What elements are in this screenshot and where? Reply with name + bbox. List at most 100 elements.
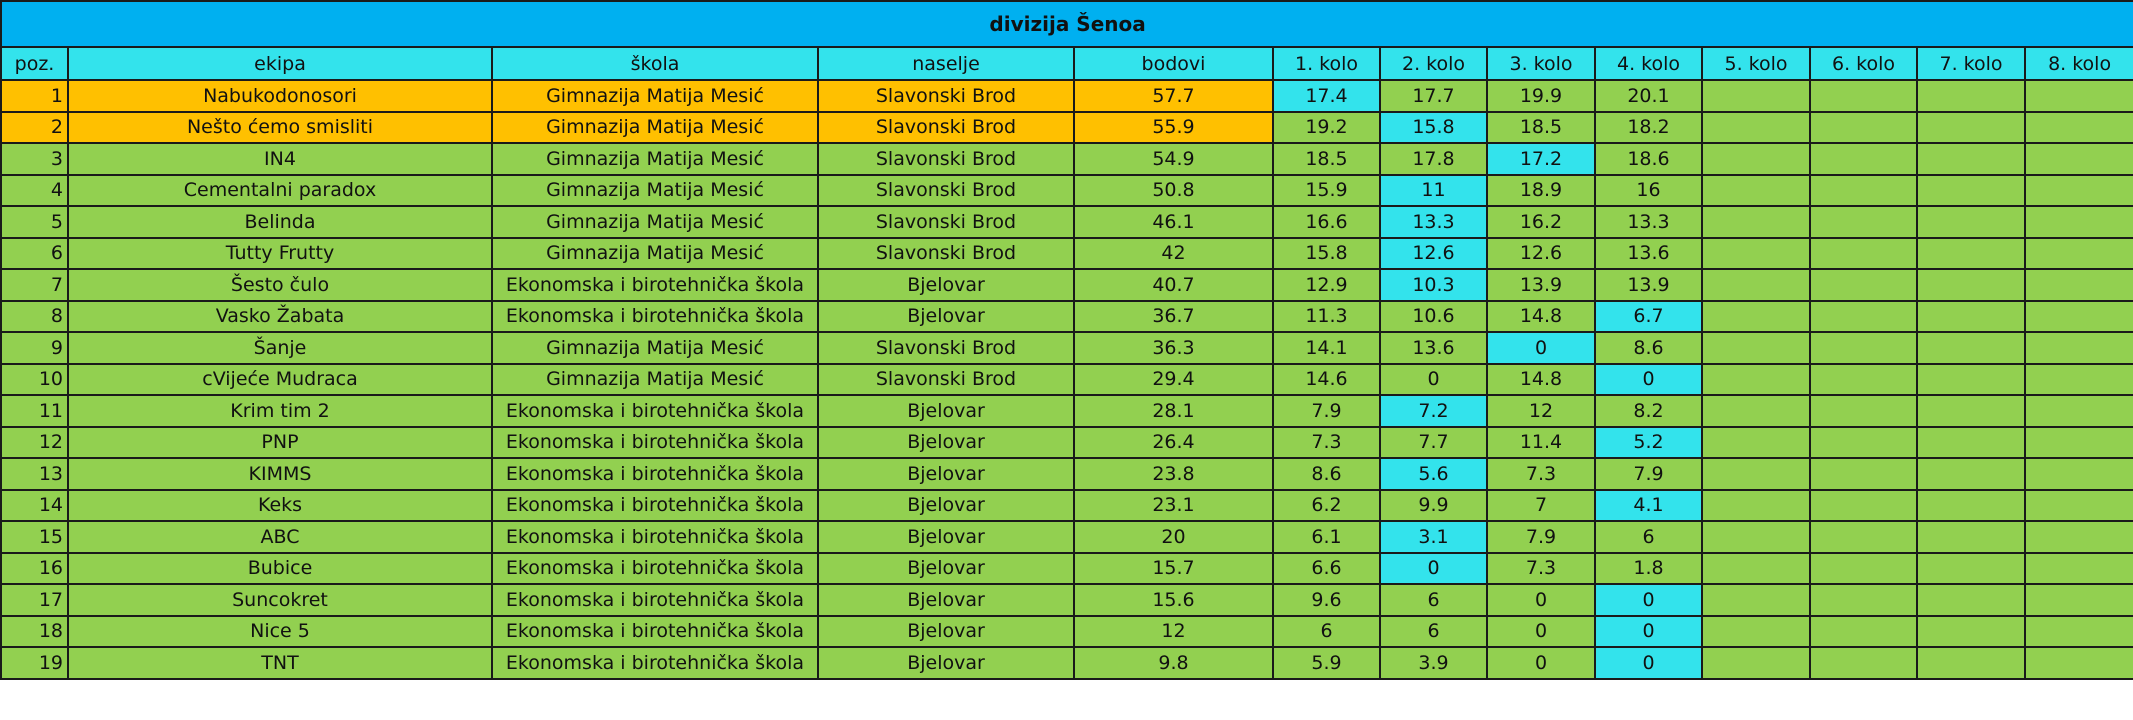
cell-kolo-2[interactable]: 6 (1379, 583, 1488, 617)
cell-kolo-7[interactable] (1916, 173, 2026, 207)
cell-naselje[interactable]: Bjelovar (817, 268, 1075, 302)
cell-kolo-8[interactable] (2023, 299, 2133, 333)
column-header-naselje[interactable]: naselje (817, 46, 1075, 81)
column-header-kolo-5[interactable]: 5. kolo (1701, 46, 1811, 81)
cell-kolo-8[interactable] (2023, 268, 2133, 302)
cell-kolo-6[interactable] (1809, 394, 1918, 428)
cell-kolo-6[interactable] (1809, 614, 1918, 648)
cell-kolo-4[interactable]: 18.6 (1594, 142, 1703, 176)
cell-kolo-4[interactable]: 6.7 (1594, 299, 1703, 333)
column-header-kolo-8[interactable]: 8. kolo (2023, 46, 2133, 81)
cell-kolo-5[interactable] (1701, 79, 1811, 113)
cell-kolo-1[interactable]: 6.1 (1272, 520, 1381, 554)
cell-naselje[interactable]: Bjelovar (817, 583, 1075, 617)
cell-kolo-8[interactable] (2023, 614, 2133, 648)
cell-kolo-7[interactable] (1916, 331, 2026, 365)
cell-kolo-1[interactable]: 11.3 (1272, 299, 1381, 333)
cell-kolo-6[interactable] (1809, 583, 1918, 617)
cell-kolo-6[interactable] (1809, 551, 1918, 585)
cell-kolo-2[interactable]: 13.6 (1379, 331, 1488, 365)
cell-skola[interactable]: Ekonomska i birotehnička škola (491, 425, 819, 459)
cell-poz[interactable]: 11 (0, 394, 69, 428)
cell-naselje[interactable]: Bjelovar (817, 646, 1075, 680)
cell-kolo-3[interactable]: 11.4 (1486, 425, 1596, 459)
cell-kolo-7[interactable] (1916, 362, 2026, 396)
cell-kolo-2[interactable]: 7.2 (1379, 394, 1488, 428)
cell-kolo-7[interactable] (1916, 205, 2026, 239)
cell-ekipa[interactable]: Suncokret (67, 583, 493, 617)
cell-kolo-5[interactable] (1701, 236, 1811, 270)
cell-kolo-4[interactable]: 13.3 (1594, 205, 1703, 239)
cell-kolo-3[interactable]: 0 (1486, 646, 1596, 680)
cell-kolo-3[interactable]: 0 (1486, 583, 1596, 617)
cell-kolo-2[interactable]: 5.6 (1379, 457, 1488, 491)
cell-kolo-6[interactable] (1809, 79, 1918, 113)
cell-poz[interactable]: 15 (0, 520, 69, 554)
cell-poz[interactable]: 5 (0, 205, 69, 239)
cell-kolo-3[interactable]: 0 (1486, 331, 1596, 365)
cell-kolo-4[interactable]: 0 (1594, 614, 1703, 648)
cell-ekipa[interactable]: KIMMS (67, 457, 493, 491)
cell-kolo-2[interactable]: 10.6 (1379, 299, 1488, 333)
cell-poz[interactable]: 2 (0, 110, 69, 144)
cell-ekipa[interactable]: IN4 (67, 142, 493, 176)
cell-kolo-8[interactable] (2023, 331, 2133, 365)
cell-kolo-7[interactable] (1916, 646, 2026, 680)
cell-kolo-8[interactable] (2023, 520, 2133, 554)
cell-skola[interactable]: Gimnazija Matija Mesić (491, 362, 819, 396)
cell-kolo-3[interactable]: 17.2 (1486, 142, 1596, 176)
cell-bodovi[interactable]: 46.1 (1073, 205, 1274, 239)
cell-naselje[interactable]: Bjelovar (817, 425, 1075, 459)
cell-poz[interactable]: 10 (0, 362, 69, 396)
cell-skola[interactable]: Gimnazija Matija Mesić (491, 79, 819, 113)
cell-kolo-1[interactable]: 8.6 (1272, 457, 1381, 491)
cell-bodovi[interactable]: 36.3 (1073, 331, 1274, 365)
cell-kolo-4[interactable]: 18.2 (1594, 110, 1703, 144)
cell-skola[interactable]: Ekonomska i birotehnička škola (491, 551, 819, 585)
column-header-skola[interactable]: škola (491, 46, 819, 81)
cell-kolo-7[interactable] (1916, 268, 2026, 302)
cell-bodovi[interactable]: 40.7 (1073, 268, 1274, 302)
cell-ekipa[interactable]: TNT (67, 646, 493, 680)
cell-skola[interactable]: Ekonomska i birotehnička škola (491, 268, 819, 302)
cell-skola[interactable]: Ekonomska i birotehnička škola (491, 457, 819, 491)
cell-kolo-3[interactable]: 14.8 (1486, 299, 1596, 333)
cell-kolo-1[interactable]: 5.9 (1272, 646, 1381, 680)
cell-ekipa[interactable]: PNP (67, 425, 493, 459)
cell-kolo-6[interactable] (1809, 236, 1918, 270)
cell-skola[interactable]: Ekonomska i birotehnička škola (491, 520, 819, 554)
cell-bodovi[interactable]: 15.6 (1073, 583, 1274, 617)
cell-bodovi[interactable]: 54.9 (1073, 142, 1274, 176)
cell-kolo-3[interactable]: 7.3 (1486, 457, 1596, 491)
column-header-kolo-1[interactable]: 1. kolo (1272, 46, 1381, 81)
cell-kolo-6[interactable] (1809, 646, 1918, 680)
cell-kolo-5[interactable] (1701, 583, 1811, 617)
cell-kolo-4[interactable]: 0 (1594, 583, 1703, 617)
cell-kolo-6[interactable] (1809, 520, 1918, 554)
cell-naselje[interactable]: Slavonski Brod (817, 362, 1075, 396)
cell-bodovi[interactable]: 23.1 (1073, 488, 1274, 522)
column-header-poz[interactable]: poz. (0, 46, 69, 81)
cell-kolo-4[interactable]: 13.9 (1594, 268, 1703, 302)
cell-skola[interactable]: Gimnazija Matija Mesić (491, 110, 819, 144)
cell-poz[interactable]: 19 (0, 646, 69, 680)
cell-kolo-6[interactable] (1809, 173, 1918, 207)
cell-poz[interactable]: 17 (0, 583, 69, 617)
cell-kolo-4[interactable]: 13.6 (1594, 236, 1703, 270)
cell-kolo-2[interactable]: 9.9 (1379, 488, 1488, 522)
cell-bodovi[interactable]: 36.7 (1073, 299, 1274, 333)
cell-kolo-4[interactable]: 5.2 (1594, 425, 1703, 459)
cell-naselje[interactable]: Slavonski Brod (817, 110, 1075, 144)
cell-skola[interactable]: Gimnazija Matija Mesić (491, 173, 819, 207)
cell-kolo-5[interactable] (1701, 205, 1811, 239)
cell-kolo-5[interactable] (1701, 394, 1811, 428)
cell-kolo-4[interactable]: 7.9 (1594, 457, 1703, 491)
cell-kolo-2[interactable]: 15.8 (1379, 110, 1488, 144)
cell-kolo-8[interactable] (2023, 394, 2133, 428)
cell-naselje[interactable]: Slavonski Brod (817, 79, 1075, 113)
cell-skola[interactable]: Ekonomska i birotehnička škola (491, 488, 819, 522)
cell-ekipa[interactable]: Keks (67, 488, 493, 522)
cell-poz[interactable]: 3 (0, 142, 69, 176)
cell-poz[interactable]: 13 (0, 457, 69, 491)
cell-bodovi[interactable]: 15.7 (1073, 551, 1274, 585)
